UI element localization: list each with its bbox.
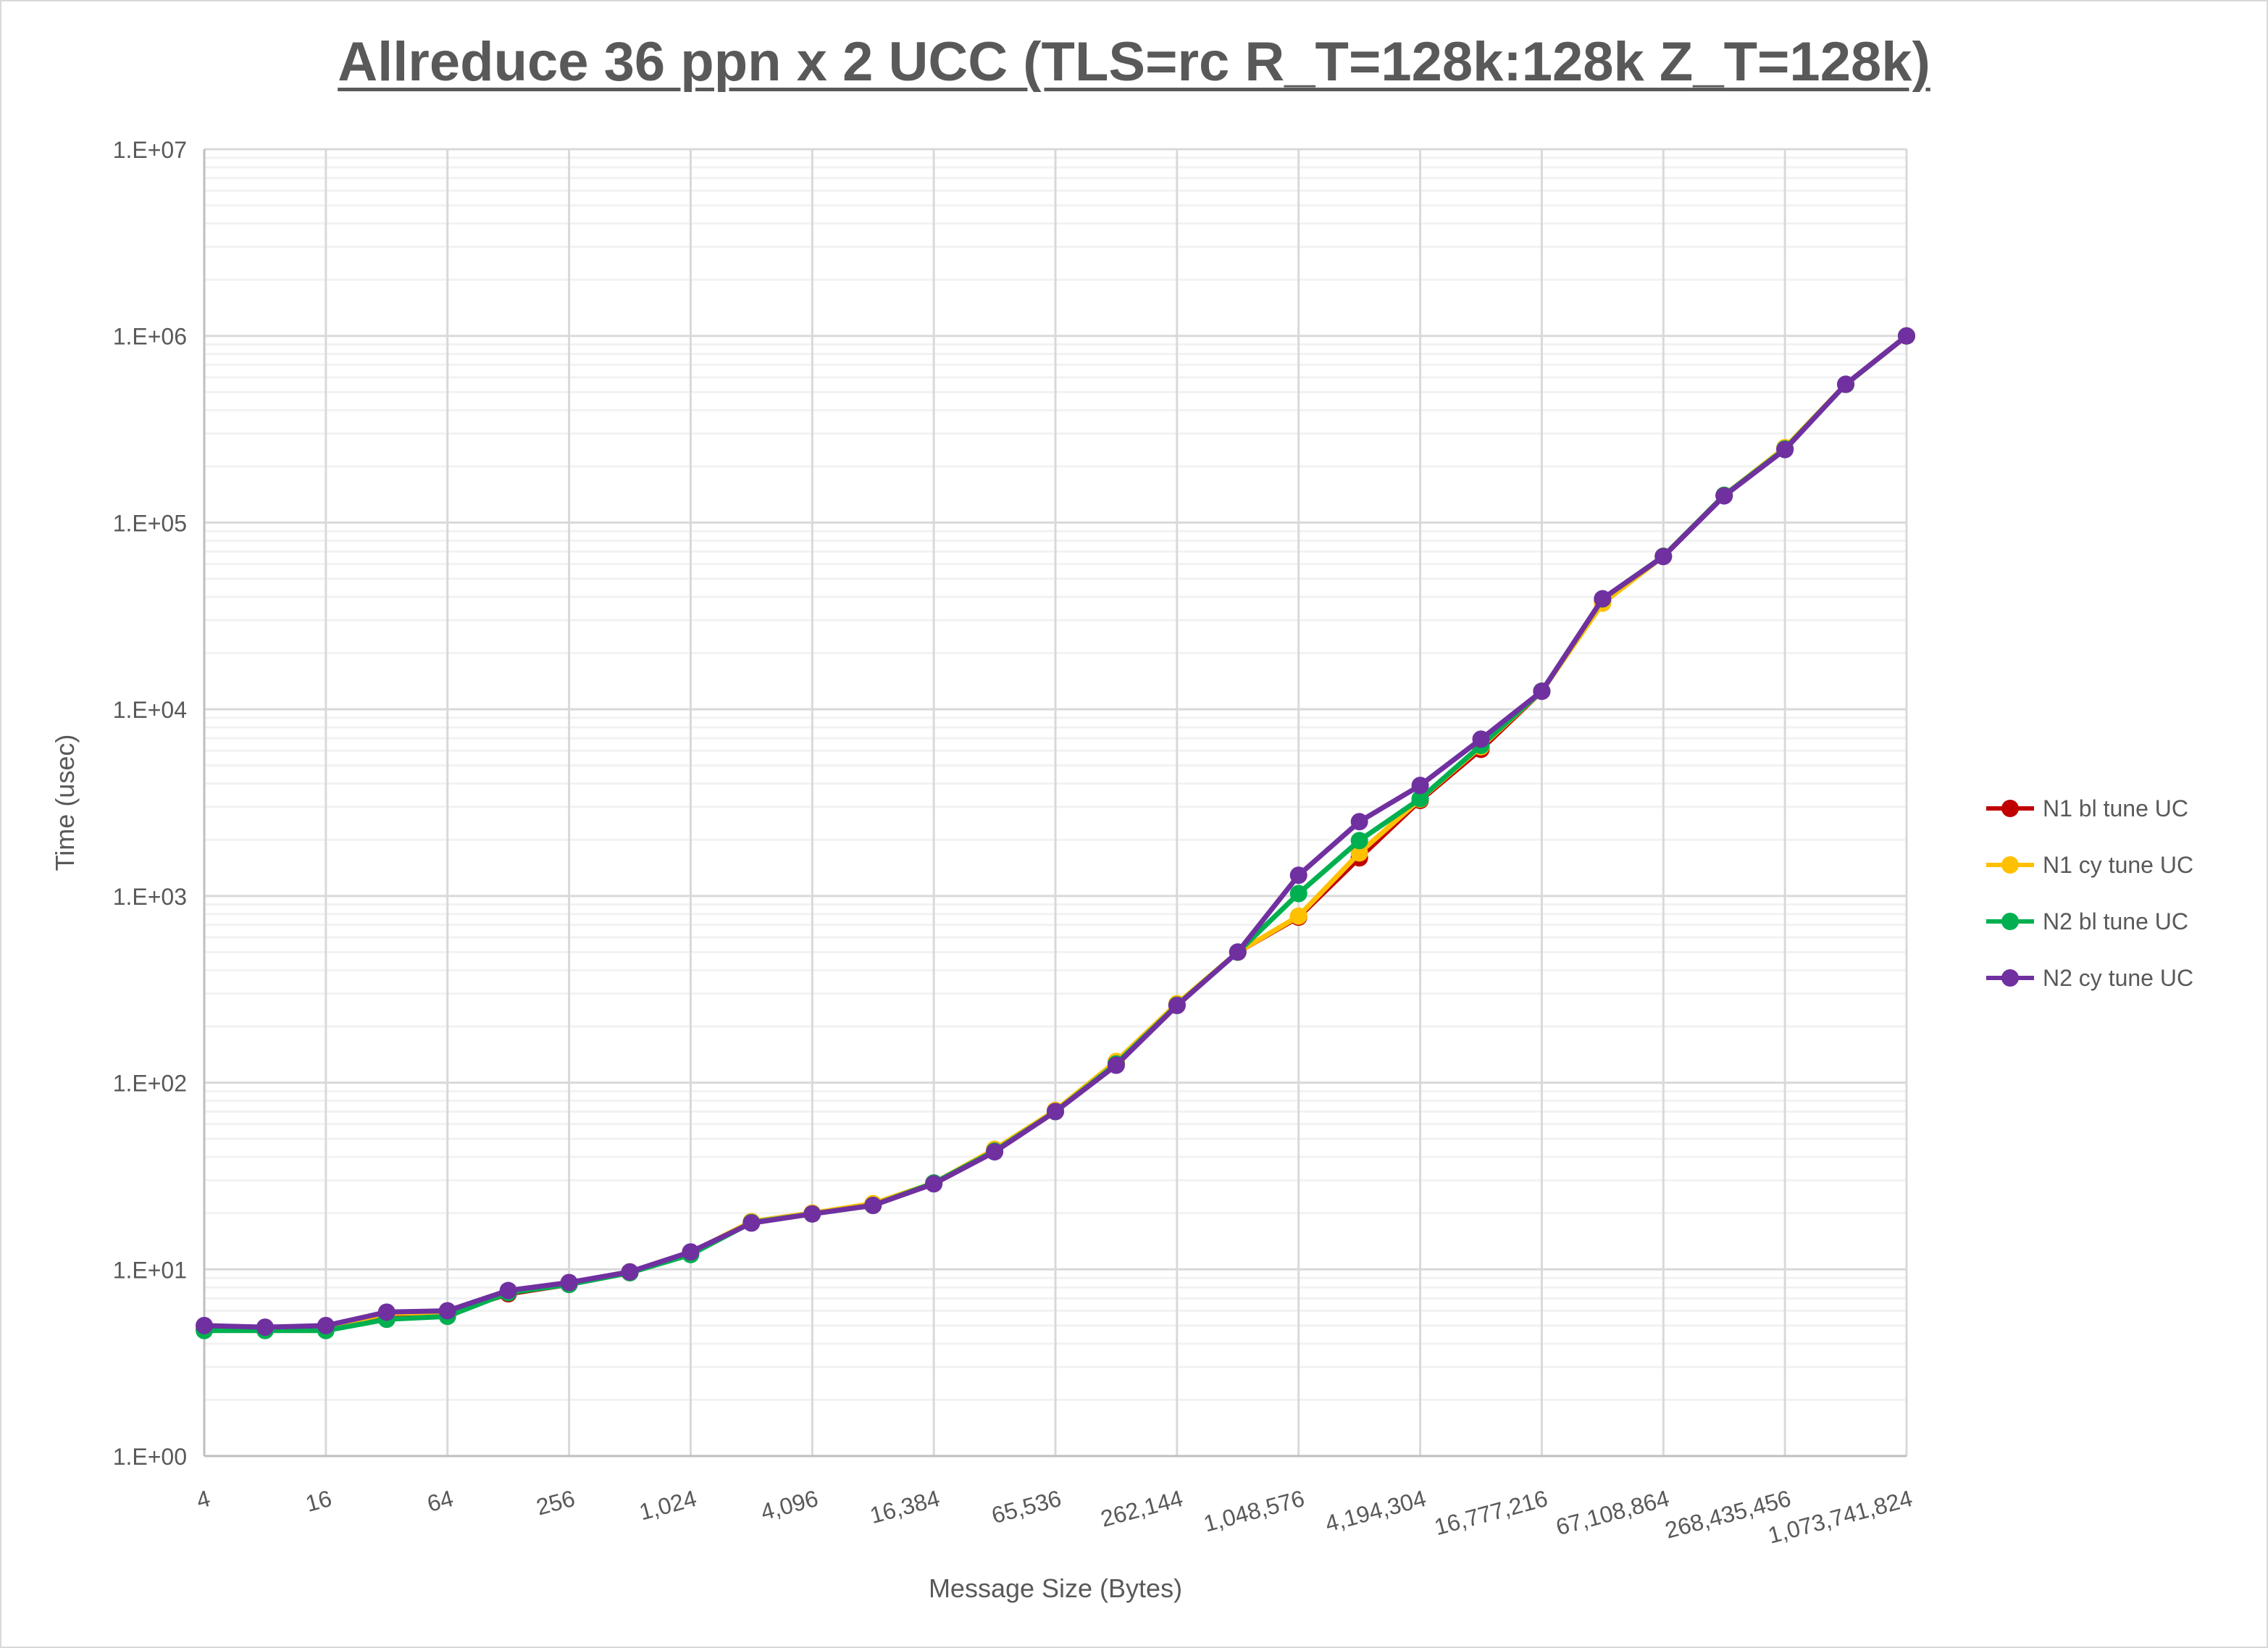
data-point	[1289, 884, 1307, 903]
x-tick-label: 1,024	[637, 1485, 700, 1525]
data-point	[438, 1302, 456, 1320]
legend-item: N2 bl tune UC	[1986, 893, 2193, 950]
legend: N1 bl tune UC N1 cy tune UC N2 bl tune UC N…	[1986, 780, 2193, 1006]
data-point	[1654, 548, 1673, 566]
y-tick-label: 1.E+06	[113, 324, 187, 350]
legend-marker-icon	[1986, 907, 2034, 936]
legend-label: N1 cy tune UC	[2043, 851, 2194, 878]
data-point	[1533, 682, 1551, 700]
x-tick-label: 262,144	[1098, 1485, 1186, 1532]
y-tick-label: 1.E+01	[113, 1257, 187, 1283]
data-point	[1776, 440, 1794, 459]
x-axis-label: Message Size (Bytes)	[928, 1573, 1183, 1603]
data-point	[317, 1316, 335, 1334]
legend-item: N1 cy tune UC	[1986, 837, 2193, 893]
data-point	[1715, 487, 1733, 505]
data-point	[1411, 790, 1429, 808]
data-point	[1350, 832, 1368, 850]
x-tick-label: 67,108,864	[1553, 1485, 1672, 1540]
data-point	[1289, 907, 1307, 925]
x-tick-label: 4,194,304	[1323, 1485, 1429, 1537]
x-tick-label: 64	[424, 1485, 456, 1517]
data-point	[1350, 844, 1368, 862]
data-point	[803, 1205, 821, 1223]
y-axis-label: Time (usec)	[50, 734, 80, 871]
legend-item: N2 cy tune UC	[1986, 950, 2193, 1006]
x-tick-label: 256	[533, 1485, 577, 1521]
legend-label: N2 cy tune UC	[2043, 964, 2194, 991]
data-point	[256, 1318, 274, 1337]
data-point	[1047, 1103, 1064, 1121]
x-tick-label: 1,048,576	[1201, 1485, 1307, 1537]
data-point	[377, 1303, 396, 1321]
data-point	[560, 1273, 578, 1292]
data-point	[1229, 943, 1247, 961]
x-tick-label: 16,384	[867, 1485, 942, 1528]
x-tick-label: 16,777,216	[1431, 1485, 1550, 1540]
x-tick-label: 4	[193, 1485, 213, 1513]
y-tick-label: 1.E+04	[113, 697, 187, 723]
data-point	[1837, 375, 1855, 393]
data-point	[1472, 730, 1490, 748]
legend-item: N1 bl tune UC	[1986, 780, 2193, 837]
data-point	[621, 1263, 639, 1281]
data-point	[742, 1214, 761, 1232]
data-point	[682, 1243, 700, 1261]
legend-label: N1 bl tune UC	[2043, 795, 2188, 821]
y-tick-label: 1.E+05	[113, 510, 187, 536]
series-n2-cy-tune-uc	[196, 327, 1915, 1337]
data-point	[986, 1143, 1004, 1161]
legend-marker-icon	[1986, 794, 2034, 823]
y-tick-label: 1.E+00	[113, 1444, 187, 1470]
data-point	[1350, 813, 1368, 831]
data-point	[925, 1175, 943, 1193]
data-point	[864, 1197, 882, 1215]
data-point	[1411, 777, 1429, 795]
data-point	[499, 1281, 517, 1300]
data-point	[1898, 327, 1915, 345]
legend-label: N2 bl tune UC	[2043, 908, 2188, 934]
chart-title: Allreduce 36 ppn x 2 UCC (TLS=rc R_T=128…	[338, 31, 1930, 93]
data-point	[1107, 1056, 1125, 1074]
data-point	[196, 1316, 213, 1334]
legend-marker-icon	[1986, 963, 2034, 992]
data-point	[1168, 997, 1186, 1015]
data-point	[1289, 866, 1307, 884]
data-point	[1594, 590, 1612, 608]
y-tick-label: 1.E+03	[113, 884, 187, 910]
x-tick-label: 4,096	[758, 1485, 821, 1525]
x-tick-label: 16	[303, 1485, 335, 1517]
y-tick-label: 1.E+07	[113, 137, 187, 163]
y-tick-label: 1.E+02	[113, 1071, 187, 1097]
legend-marker-icon	[1986, 850, 2034, 879]
x-tick-label: 65,536	[989, 1485, 1064, 1528]
